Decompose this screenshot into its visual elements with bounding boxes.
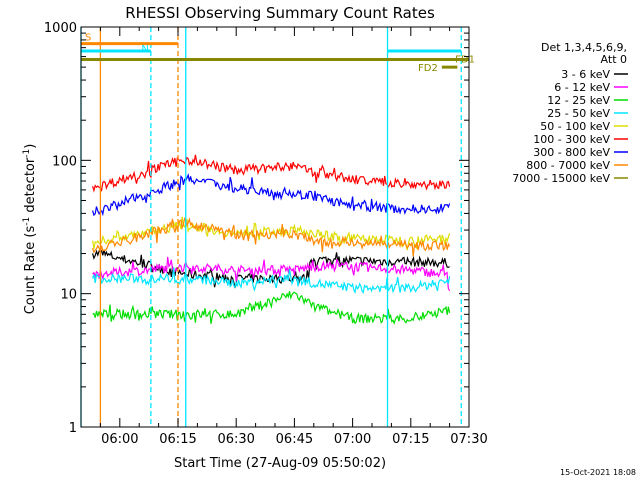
y-tick-label-2: 10	[60, 288, 77, 303]
x-tick-label-7: 07:30	[450, 432, 487, 447]
series-line-3	[92, 291, 451, 325]
series-layer	[92, 154, 451, 325]
x-tick-label-1: 06:00	[101, 432, 138, 447]
x-axis-label: Start Time (27-Aug-09 05:50:02)	[174, 456, 386, 471]
series-line-8	[92, 217, 451, 257]
legend-label-3: 12 - 25 keV	[547, 94, 610, 107]
series-line-6	[92, 154, 451, 193]
legend-label-5: 50 - 100 keV	[540, 120, 610, 133]
legend-label-2: 6 - 12 keV	[554, 81, 610, 94]
y-axis-label: Count Rate (s-1 detector-1)	[22, 144, 38, 315]
chart-title: RHESSI Observing Summary Count Rates	[125, 4, 435, 22]
y-axis-label-part-2: detector	[23, 157, 38, 217]
legend-label-6: 100 - 300 keV	[533, 133, 610, 146]
x-tick-label-5: 07:00	[334, 432, 371, 447]
legend-header-line-1: Det 1,3,4,5,6,9,	[541, 41, 627, 54]
legend-header-line-2: Att 0	[601, 53, 627, 66]
legend-label-1: 3 - 6 keV	[561, 68, 610, 81]
legend-label-7: 300 - 800 keV	[533, 146, 610, 159]
series-line-7	[92, 173, 451, 217]
x-tick-label-6: 07:15	[392, 432, 429, 447]
y-tick-label-3: 100	[52, 154, 77, 169]
y-axis-label-part-3: )	[23, 144, 38, 149]
flag-label-3: FD1	[455, 55, 475, 66]
generation-timestamp: 15-Oct-2021 18:08	[560, 468, 636, 477]
series-line-1	[92, 249, 450, 289]
flags-layer: S N FD1 FD2	[81, 33, 475, 74]
flag-label-4: FD2	[418, 63, 438, 74]
axes-layer: 1 10 100 1000 06:00 06:15 06:30 06:45 07:00 07:15…	[44, 21, 488, 447]
x-tick-label-2: 06:15	[159, 432, 196, 447]
legend-label-4: 25 - 50 keV	[547, 107, 610, 120]
y-tick-label-4: 1000	[44, 21, 77, 36]
flag-label-2: N	[141, 44, 148, 55]
y-axis-label-superscript-1: -1	[22, 217, 32, 226]
x-tick-label-3: 06:30	[217, 432, 254, 447]
flag-label-1: S	[85, 33, 91, 44]
y-tick-label-1: 1	[69, 421, 77, 436]
legend-label-8: 800 - 7000 keV	[526, 159, 610, 172]
y-axis-label-part-1: Count Rate (s	[23, 226, 38, 315]
series-line-2	[92, 256, 451, 292]
x-tick-label-4: 06:45	[276, 432, 313, 447]
series-line-4	[92, 267, 451, 295]
y-axis-label-superscript-2: -1	[22, 149, 32, 158]
legend-label-9: 7000 - 15000 keV	[512, 172, 610, 185]
